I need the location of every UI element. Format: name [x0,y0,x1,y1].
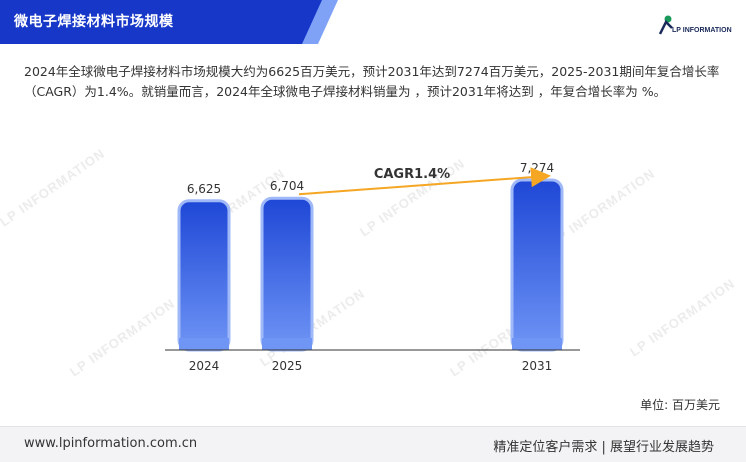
bar-base-2024 [179,338,229,350]
cagr-annotation: CAGR1.4% [374,167,450,182]
page-title: 微电子焊接材料市场规模 [14,14,174,30]
bar-chart: 6,625 2024 6,704 2025 7,274 2031 CAGR1.4% [165,161,580,373]
value-label-2024: 6,625 [187,182,221,196]
bar-2024 [177,199,231,352]
bar-2031 [510,178,564,352]
bar-2025 [260,196,314,352]
footer-url: www.lpinformation.com.cn [24,436,198,451]
x-tick-2025: 2025 [272,359,303,373]
description-text: 2024年全球微电子焊接材料市场规模大约为6625百万美元，预计2031年达到7… [24,64,720,99]
header: 微电子焊接材料市场规模 LP INFORMATION [0,0,746,48]
title-band: 微电子焊接材料市场规模 [0,0,340,44]
bar-base-2031 [512,338,562,350]
x-tick-2031: 2031 [522,359,553,373]
x-tick-2024: 2024 [189,359,220,373]
lp-information-logo: LP INFORMATION [658,14,738,40]
bar-base-2025 [262,338,312,350]
cagr-arrow [298,167,551,196]
value-label-2025: 6,704 [270,179,304,193]
value-label-2031: 7,274 [520,161,554,175]
footer: www.lpinformation.com.cn 精准定位客户需求 | 展望行业… [0,426,746,462]
logo-mark-icon [658,15,673,35]
logo-text: LP INFORMATION [672,27,732,34]
footer-slogan: 精准定位客户需求 | 展望行业发展趋势 [493,440,714,455]
unit-label: 单位: 百万美元 [640,398,720,412]
title-band-shape [0,0,338,44]
